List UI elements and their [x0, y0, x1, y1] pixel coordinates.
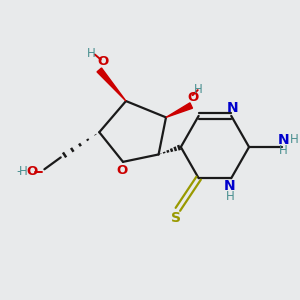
Polygon shape — [97, 68, 126, 101]
Text: S: S — [171, 211, 182, 225]
Text: H: H — [290, 133, 298, 146]
Text: -: - — [16, 165, 20, 178]
Text: O: O — [26, 165, 38, 178]
Text: N: N — [227, 101, 239, 116]
Text: H: H — [19, 165, 27, 178]
Text: O: O — [187, 91, 198, 104]
Text: N: N — [277, 133, 289, 147]
Text: H: H — [279, 143, 287, 157]
Text: H: H — [87, 47, 95, 60]
Text: H: H — [225, 190, 234, 203]
Text: N: N — [224, 179, 236, 194]
Polygon shape — [166, 103, 193, 117]
Text: O: O — [97, 55, 109, 68]
Text: H: H — [194, 83, 203, 96]
Text: O: O — [116, 164, 127, 177]
